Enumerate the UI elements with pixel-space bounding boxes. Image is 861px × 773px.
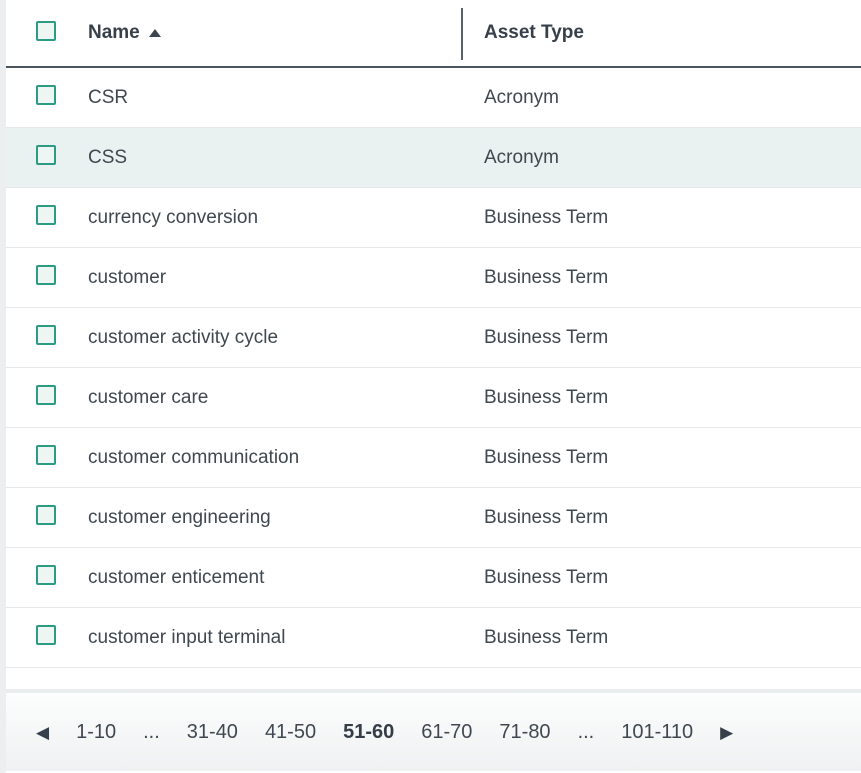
- table-row[interactable]: customer Business Term: [0, 248, 861, 308]
- select-all-cell: [36, 20, 88, 46]
- row-checkbox[interactable]: [36, 265, 56, 285]
- cell-name: CSS: [88, 146, 128, 168]
- cell-name: customer: [88, 266, 167, 288]
- column-header-asset-type-label: Asset Type: [484, 22, 584, 43]
- cell-name: customer input terminal: [88, 626, 286, 648]
- row-checkbox[interactable]: [36, 385, 56, 405]
- table-row[interactable]: customer activity cycle Business Term: [0, 308, 861, 368]
- left-edge-strip: [0, 0, 6, 773]
- cell-asset-type: Business Term: [484, 506, 609, 528]
- table-row[interactable]: currency conversion Business Term: [0, 188, 861, 248]
- page-link-41-50[interactable]: 41-50: [264, 720, 317, 743]
- footer-divider: [0, 689, 861, 693]
- table-row[interactable]: customer communication Business Term: [0, 428, 861, 488]
- cell-asset-type: Business Term: [484, 446, 609, 468]
- table-row[interactable]: customer input terminal Business Term: [0, 608, 861, 668]
- row-checkbox[interactable]: [36, 205, 56, 225]
- page-link-51-60-current[interactable]: 51-60: [343, 720, 395, 743]
- row-checkbox[interactable]: [36, 625, 56, 645]
- pagination-ellipsis: ...: [577, 720, 595, 743]
- cell-name: currency conversion: [88, 206, 259, 228]
- row-checkbox[interactable]: [36, 145, 56, 165]
- footer-gap: [0, 668, 861, 689]
- cell-name: customer activity cycle: [88, 326, 279, 348]
- select-all-checkbox[interactable]: [36, 20, 56, 41]
- cell-name: CSR: [88, 86, 129, 108]
- page-link-1-10[interactable]: 1-10: [76, 720, 117, 743]
- page-link-31-40[interactable]: 31-40: [186, 720, 238, 743]
- page-link-61-70[interactable]: 61-70: [421, 720, 473, 743]
- table-row[interactable]: customer care Business Term: [0, 368, 861, 428]
- previous-page-icon[interactable]: ◀: [36, 722, 50, 742]
- cell-asset-type: Business Term: [484, 626, 609, 648]
- table-row[interactable]: CSR Acronym: [0, 68, 861, 128]
- cell-asset-type: Acronym: [484, 146, 559, 168]
- cell-asset-type: Business Term: [484, 206, 609, 228]
- table-header-row: Name Asset Type: [0, 0, 861, 68]
- asset-type-header-cell: Asset Type: [484, 22, 861, 44]
- table-row[interactable]: CSS Acronym: [0, 128, 861, 188]
- row-checkbox[interactable]: [36, 565, 56, 585]
- page-link-101-110[interactable]: 101-110: [621, 720, 694, 743]
- table-row[interactable]: customer engineering Business Term: [0, 488, 861, 548]
- column-header-name-label: Name: [88, 22, 140, 43]
- pagination-ellipsis: ...: [143, 720, 160, 743]
- cell-name: customer communication: [88, 446, 300, 468]
- page-link-71-80[interactable]: 71-80: [499, 720, 551, 743]
- cell-name: customer enticement: [88, 566, 265, 588]
- column-divider: [461, 8, 463, 60]
- column-header-asset-type[interactable]: Asset Type: [484, 22, 584, 44]
- pagination-bar: ◀ 1-10 ... 31-40 41-50 51-60 61-70 71-80…: [0, 693, 861, 771]
- table-row[interactable]: customer enticement Business Term: [0, 548, 861, 608]
- row-checkbox[interactable]: [36, 85, 56, 105]
- row-checkbox[interactable]: [36, 445, 56, 465]
- column-header-name[interactable]: Name: [88, 22, 161, 44]
- cell-asset-type: Business Term: [484, 386, 609, 408]
- next-page-icon[interactable]: ▶: [720, 722, 734, 742]
- sort-ascending-icon: [148, 29, 161, 37]
- row-checkbox[interactable]: [36, 325, 56, 345]
- cell-name: customer engineering: [88, 506, 271, 528]
- name-header-cell: Name: [88, 22, 484, 44]
- cell-asset-type: Business Term: [484, 326, 609, 348]
- cell-name: customer care: [88, 386, 209, 408]
- cell-asset-type: Business Term: [484, 266, 609, 288]
- cell-asset-type: Business Term: [484, 566, 609, 588]
- cell-asset-type: Acronym: [484, 86, 559, 108]
- row-checkbox[interactable]: [36, 505, 56, 525]
